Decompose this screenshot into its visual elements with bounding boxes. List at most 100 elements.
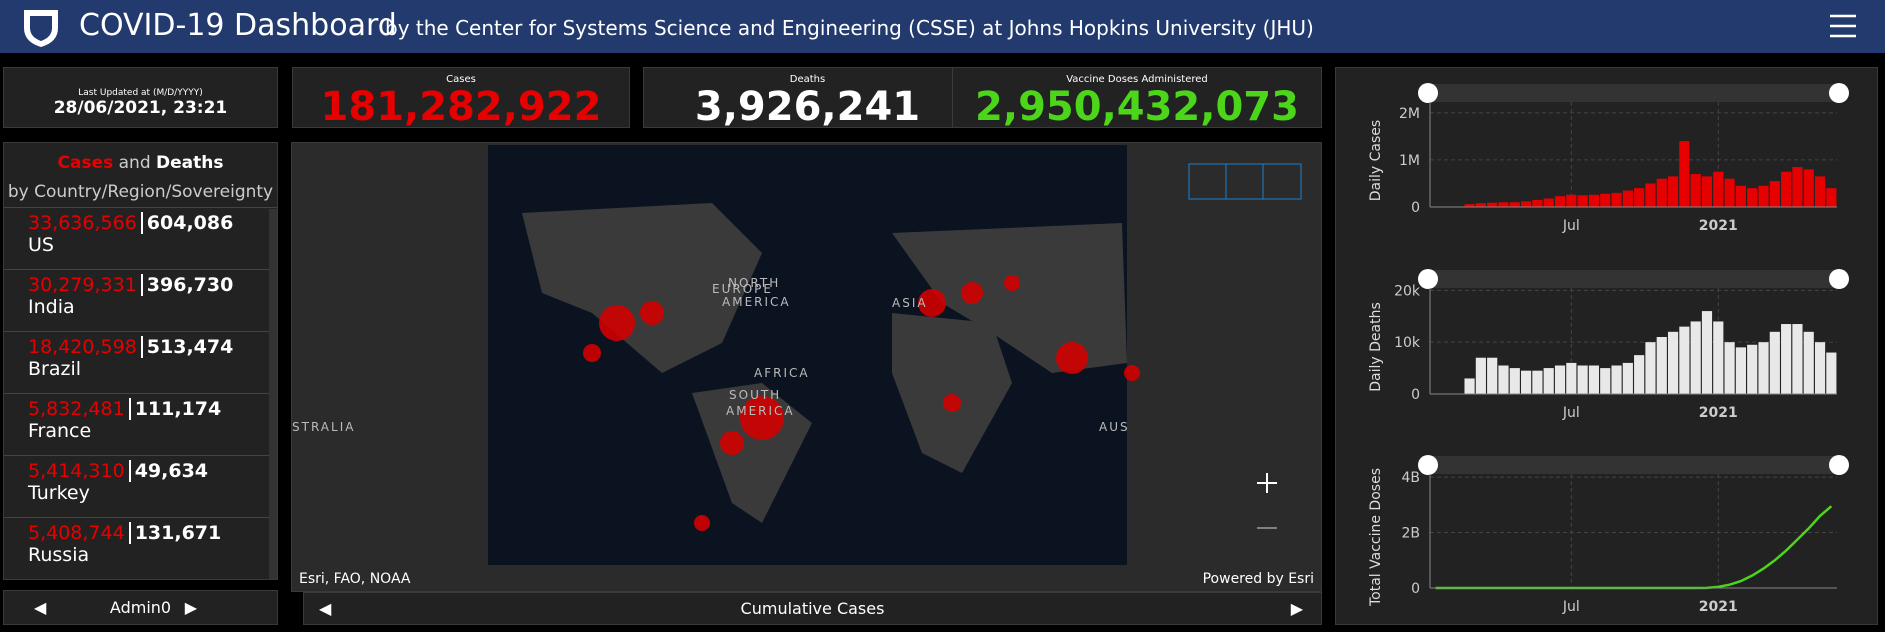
- bar: [1792, 166, 1803, 207]
- cases-label: Cases: [446, 74, 476, 85]
- bar: [1521, 370, 1532, 394]
- deaths-box: Deaths 3,926,241: [643, 67, 972, 130]
- map-label: STRALIA: [292, 420, 355, 434]
- bar: [1769, 331, 1780, 394]
- map-next-button[interactable]: ▶: [1290, 599, 1303, 618]
- bar: [1577, 365, 1588, 394]
- bar: [1758, 185, 1769, 207]
- bar: [1701, 311, 1713, 394]
- x-tick-label: 2021: [1699, 405, 1738, 421]
- bar: [1543, 198, 1554, 207]
- country-row[interactable]: 5,832,481 111,174 France: [4, 394, 277, 456]
- heading-rest: by Country/Region/Sovereignty: [7, 182, 274, 202]
- bar: [1509, 368, 1520, 394]
- bar: [1543, 368, 1554, 394]
- slider-handle[interactable]: [1418, 455, 1438, 475]
- slider-handle[interactable]: [1829, 269, 1849, 289]
- bar: [1781, 324, 1792, 394]
- range-slider: [1422, 270, 1845, 288]
- bar: [1645, 183, 1656, 207]
- bar: [1622, 190, 1633, 207]
- bar: [1814, 176, 1826, 207]
- y-tick-label: 4B: [1401, 470, 1420, 486]
- bar: [1588, 365, 1600, 394]
- map-label: AMERICA: [726, 404, 795, 418]
- bar: [1634, 188, 1645, 207]
- list-nav: ◀ Admin0 ▶: [3, 590, 278, 625]
- bar: [1600, 368, 1611, 394]
- bar: [1554, 196, 1566, 207]
- bar: [1600, 193, 1611, 207]
- bar: [1690, 174, 1701, 207]
- bar: [1679, 326, 1690, 394]
- bar: [1803, 331, 1814, 394]
- bar: [1735, 185, 1746, 207]
- deaths-label: Deaths: [789, 74, 826, 85]
- slider-handle[interactable]: [1418, 83, 1438, 103]
- bar: [1713, 321, 1724, 394]
- bar: [1781, 171, 1792, 207]
- map-label: AFRICA: [754, 366, 810, 380]
- bar: [1656, 337, 1667, 394]
- x-tick-label: Jul: [1562, 218, 1580, 234]
- country-row[interactable]: 5,408,744 131,671 Russia: [4, 518, 277, 579]
- map-powered: Powered by Esri: [1202, 571, 1314, 587]
- bar: [1475, 203, 1486, 207]
- cases-box: Cases 181,282,922: [292, 67, 630, 130]
- bar: [1464, 378, 1475, 394]
- map-label: AMERICA: [722, 295, 791, 309]
- cases-value: 181,282,922: [320, 84, 602, 130]
- bar: [1487, 357, 1498, 394]
- bar: [1645, 342, 1656, 394]
- menu-button[interactable]: [1830, 14, 1856, 38]
- slider-handle[interactable]: [1829, 455, 1849, 475]
- scrollbar[interactable]: [269, 209, 277, 579]
- updated-box: Last Updated at (M/D/YYYY) 28/06/2021, 2…: [3, 67, 278, 128]
- y-tick-label: 0: [1411, 200, 1420, 216]
- prev-button[interactable]: ◀: [34, 598, 47, 617]
- row-country: Turkey: [28, 482, 90, 504]
- bar: [1532, 370, 1543, 394]
- map-label: SOUTH: [729, 388, 781, 402]
- country-row[interactable]: 5,414,310 49,634 Turkey: [4, 456, 277, 518]
- slider-handle[interactable]: [1829, 83, 1849, 103]
- bar: [1724, 178, 1735, 207]
- map-prev-button[interactable]: ◀: [319, 599, 332, 618]
- row-deaths: 604,086: [140, 212, 234, 234]
- row-country: US: [28, 234, 54, 256]
- bar: [1803, 169, 1814, 207]
- deaths-value: 3,926,241: [694, 84, 921, 130]
- bar: [1611, 365, 1622, 394]
- range-slider: [1422, 456, 1845, 474]
- y-axis-label: Daily Cases: [1368, 120, 1384, 201]
- country-row[interactable]: 18,420,598 513,474 Brazil: [4, 332, 277, 394]
- country-list-panel: Cases and Deaths by Country/Region/Sover…: [3, 142, 278, 580]
- row-deaths: 49,634: [128, 460, 209, 482]
- slider-handle[interactable]: [1418, 269, 1438, 289]
- bar: [1588, 194, 1600, 207]
- bar: [1826, 188, 1837, 207]
- row-cases: 5,408,744: [28, 522, 125, 544]
- row-deaths: 396,730: [140, 274, 234, 296]
- country-row[interactable]: 30,279,331 396,730 India: [4, 270, 277, 332]
- country-row[interactable]: 33,636,566 604,086 US: [4, 208, 277, 270]
- heading-cases: Cases: [57, 153, 114, 173]
- map: NORTHAMERICAEUROPEASIAAFRICASOUTHAMERICA…: [292, 145, 1302, 565]
- range-slider: [1422, 84, 1845, 102]
- bar: [1566, 362, 1577, 394]
- bar: [1532, 199, 1543, 207]
- bar: [1814, 342, 1826, 394]
- bar: [1634, 355, 1645, 394]
- y-tick-label: 0: [1411, 581, 1420, 597]
- x-tick-label: Jul: [1562, 405, 1580, 421]
- map-nav: ◀ Cumulative Cases ▶: [303, 592, 1322, 625]
- row-country: India: [28, 296, 75, 318]
- row-deaths: 111,174: [128, 398, 222, 420]
- next-button[interactable]: ▶: [184, 598, 197, 617]
- heading-deaths: Deaths: [156, 153, 224, 173]
- y-tick-label: 20k: [1394, 283, 1421, 299]
- bar: [1679, 141, 1690, 207]
- bar: [1656, 178, 1667, 207]
- map-attribution: Esri, FAO, NOAA: [299, 571, 411, 587]
- y-tick-label: 10k: [1394, 335, 1421, 351]
